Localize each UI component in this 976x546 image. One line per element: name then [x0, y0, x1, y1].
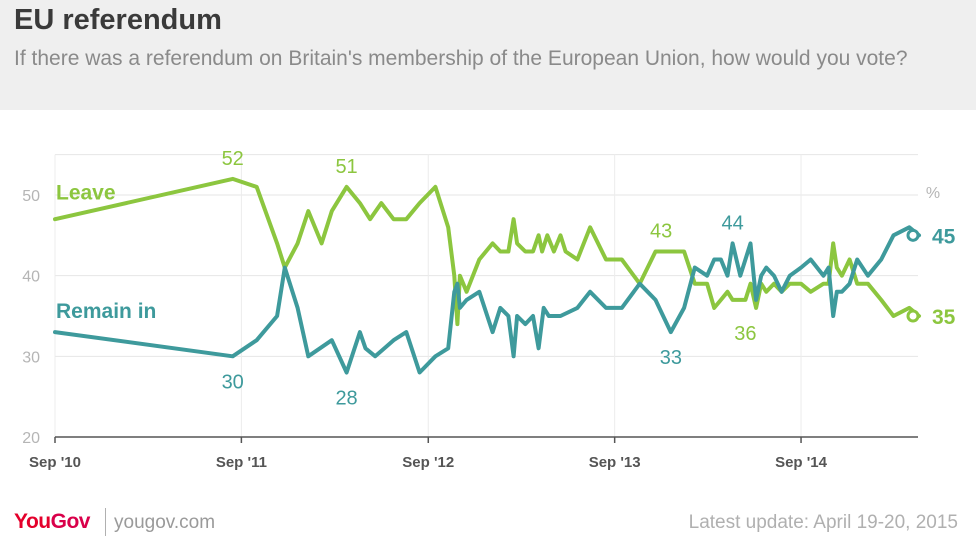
x-tick-label-sep-11: Sep '11 — [216, 454, 267, 470]
chart-labels: 35 45 Leave Remain in 52 51 43 36 30 28 33 44 — [56, 148, 956, 410]
chart-grid — [54, 154, 918, 438]
y-tick-label-20: 20 — [22, 430, 40, 447]
chart-axes: 20 30 40 50 Sep '10 Sep '11 Sep '12 Sep '13 Sep … — [22, 185, 940, 470]
footer-site-link[interactable]: yougov.com — [114, 512, 216, 533]
annotation-remain-in-44: 44 — [721, 212, 743, 234]
annotation-remain-in-33: 33 — [660, 347, 682, 369]
x-tick-label-sep-14: Sep '14 — [775, 454, 828, 470]
annotation-leave-52: 52 — [222, 148, 244, 170]
series-end-label-remain-in: 45 — [932, 225, 956, 248]
series-line-remain-in — [53, 225, 921, 375]
x-tick-label-sep-10: Sep '10 — [29, 454, 81, 470]
chart-header: EU referendum If there was a referendum … — [0, 0, 976, 110]
chart-subtitle: If there was a referendum on Britain's m… — [14, 47, 908, 70]
series-name-label-remain-in: Remain in — [56, 300, 156, 323]
chart-title: EU referendum — [14, 4, 222, 36]
series-line-leave — [53, 176, 921, 327]
x-tick-label-sep-13: Sep '13 — [589, 454, 641, 470]
latest-update-text: Latest update: April 19-20, 2015 — [688, 512, 958, 533]
unit-label: % — [926, 185, 940, 202]
y-tick-label-30: 30 — [22, 349, 40, 366]
footer-divider — [105, 508, 106, 536]
y-tick-label-50: 50 — [22, 188, 40, 205]
y-tick-label-40: 40 — [22, 269, 40, 286]
annotation-remain-in-28: 28 — [335, 387, 357, 409]
series-end-marker-leave — [906, 309, 920, 323]
annotation-remain-in-30: 30 — [222, 371, 244, 393]
series-end-marker-remain-in — [906, 228, 920, 242]
series-name-label-leave: Leave — [56, 182, 116, 205]
annotation-leave-51: 51 — [335, 156, 357, 178]
series-end-label-leave: 35 — [932, 306, 956, 329]
logo-gov-text: Gov — [50, 510, 91, 533]
x-tick-label-sep-12: Sep '12 — [402, 454, 454, 470]
line-chart: 20 30 40 50 Sep '10 Sep '11 Sep '12 Sep '13 Sep … — [22, 148, 956, 470]
annotation-leave-36: 36 — [734, 323, 756, 345]
logo-you-text: You — [14, 510, 51, 533]
annotation-leave-43: 43 — [650, 220, 672, 242]
chart-series — [53, 176, 921, 375]
yougov-logo[interactable]: YouGov — [14, 510, 90, 534]
